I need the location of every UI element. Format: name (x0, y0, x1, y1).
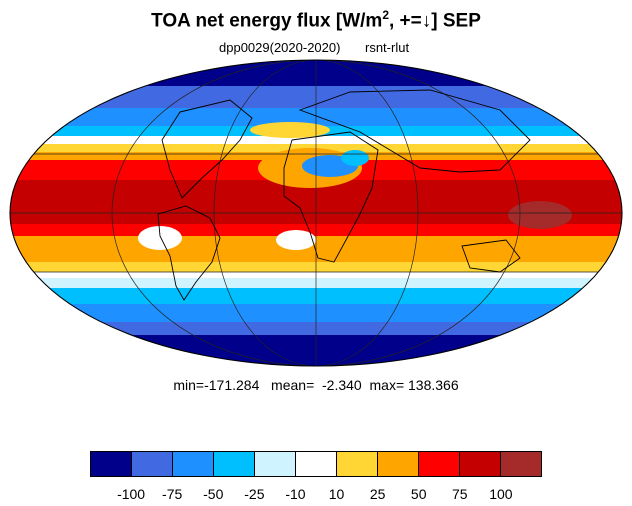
graticule (10, 60, 622, 366)
globe-outline (9, 59, 623, 367)
flux-statistics: min=-171.284 mean= -2.340 max= 138.366 (173, 377, 459, 393)
colorbar-tick-label: 25 (369, 486, 386, 502)
colorbar (90, 451, 542, 477)
colorbar-tick-label: -10 (285, 486, 306, 502)
colorbar-swatch (255, 452, 296, 476)
colorbar-swatch (132, 452, 173, 476)
coastlines (157, 89, 531, 301)
colorbar-tick-label: 10 (328, 486, 345, 502)
colorbar-tick-label: -75 (162, 486, 183, 502)
colorbar-tick-label: 75 (452, 486, 468, 502)
colorbar-swatch (501, 452, 541, 476)
colorbar-tick-label: -50 (203, 486, 224, 502)
map-subtitle-variable: rsnt-rlut (365, 40, 410, 55)
colorbar-swatch (296, 452, 337, 476)
colorbar-swatch (91, 452, 132, 476)
colorbar-swatch (378, 452, 419, 476)
colorbar-swatch (337, 452, 378, 476)
colorbar-swatch (419, 452, 460, 476)
colorbar-swatch (214, 452, 255, 476)
colorbar-tick-label: 50 (410, 486, 427, 502)
colorbar-tick-label: 100 (489, 486, 513, 502)
map-subtitle-run: dpp0029(2020-2020) (219, 40, 341, 55)
global-flux-map (9, 59, 623, 367)
colorbar-swatch (173, 452, 214, 476)
map-title: TOA net energy flux [W/m2, +=↓] SEP (151, 8, 481, 32)
colorbar-swatch (460, 452, 501, 476)
colorbar-tick-label: -25 (244, 486, 265, 502)
colorbar-tick-label: -100 (117, 486, 146, 502)
